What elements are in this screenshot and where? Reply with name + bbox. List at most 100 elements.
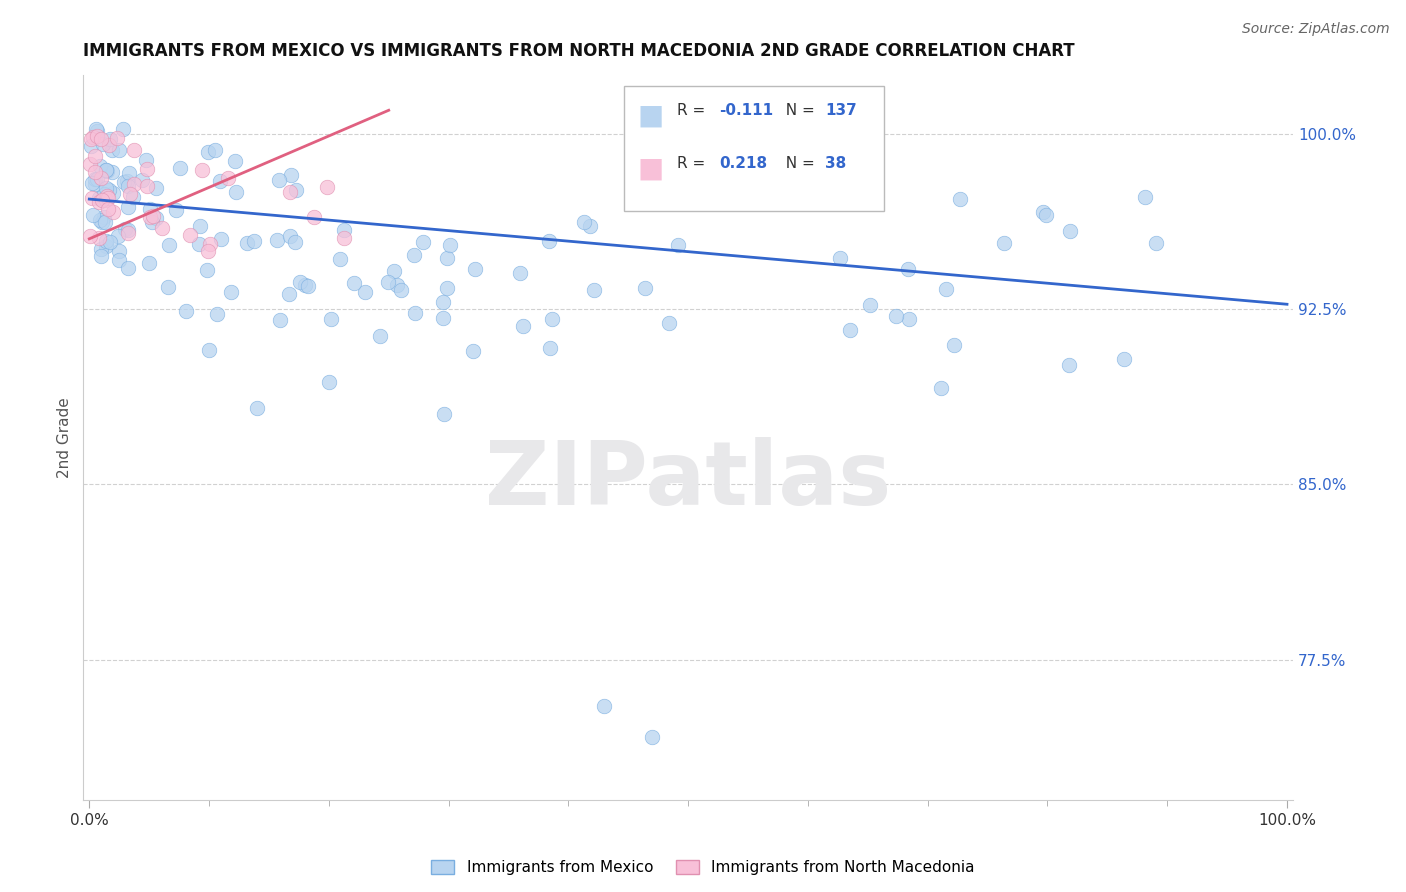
Point [318,375,340,389]
Point [97,137,120,152]
Point [114,222,136,236]
Point [86,124,108,138]
Point [197,244,219,258]
Point [1114,352,1136,367]
Point [87,231,110,245]
Point [678,185,700,199]
Point [385,277,408,292]
Point [91,194,114,208]
Point [135,153,157,168]
Point [96,189,118,203]
Point [389,283,412,297]
Point [333,231,356,245]
Point [288,275,311,289]
Point [82,208,104,222]
Point [931,381,953,395]
Point [433,407,456,421]
Point [79,157,101,171]
Point [90,243,112,257]
Point [80,138,103,153]
Point [593,699,616,714]
Point [169,161,191,175]
Point [107,143,129,157]
Point [197,145,219,160]
Point [118,187,141,202]
Text: -0.111: -0.111 [720,103,773,119]
Point [90,249,112,263]
Point [82,191,104,205]
Point [138,202,160,216]
Text: Source: ZipAtlas.com: Source: ZipAtlas.com [1241,22,1389,37]
Point [135,179,157,194]
Point [97,202,120,216]
Point [538,341,561,355]
Point [152,220,174,235]
Point [666,237,689,252]
Point [112,175,135,189]
Point [630,146,652,161]
Point [79,228,101,243]
Point [131,173,153,187]
Point [97,191,120,205]
Point [94,194,117,208]
Point [117,173,139,187]
Point [98,235,121,249]
Point [949,192,972,206]
Point [412,235,434,249]
Point [82,176,104,190]
Point [658,316,681,330]
Point [89,212,111,227]
Point [633,281,655,295]
Point [277,287,299,301]
Point [942,338,965,352]
Point [897,261,920,276]
Text: IMMIGRANTS FROM MEXICO VS IMMIGRANTS FROM NORTH MACEDONIA 2ND GRADE CORRELATION : IMMIGRANTS FROM MEXICO VS IMMIGRANTS FRO… [83,42,1076,60]
Point [205,307,228,321]
Point [156,280,179,294]
Text: 0.218: 0.218 [720,155,768,170]
Point [285,183,308,197]
Point [219,285,242,299]
Point [329,252,352,266]
Legend: Immigrants from Mexico, Immigrants from North Macedonia: Immigrants from Mexico, Immigrants from … [427,855,979,880]
Point [198,237,221,252]
Point [94,239,117,253]
Point [145,211,167,225]
Point [83,165,105,179]
Point [93,210,115,224]
Point [209,174,232,188]
Point [105,130,128,145]
Point [84,172,107,186]
Point [204,144,226,158]
Point [139,210,162,224]
Point [107,229,129,244]
Point [89,191,111,205]
Point [145,181,167,195]
Point [138,256,160,270]
Point [333,223,356,237]
Point [122,143,145,157]
Point [121,190,143,204]
Point [96,164,118,178]
Point [98,132,121,146]
Point [117,223,139,237]
Point [269,312,291,326]
Point [89,159,111,173]
Point [1032,204,1054,219]
Point [112,122,135,136]
Point [90,215,112,229]
Point [641,730,664,744]
Point [304,210,326,224]
Point [118,166,141,180]
Point [280,168,302,182]
Point [839,323,862,337]
Text: 137: 137 [825,103,856,119]
Point [897,311,920,326]
Point [402,248,425,262]
Point [316,180,339,194]
Text: R =: R = [678,103,710,119]
Point [108,244,131,259]
Point [432,311,454,326]
Point [83,149,105,163]
Point [582,283,605,297]
